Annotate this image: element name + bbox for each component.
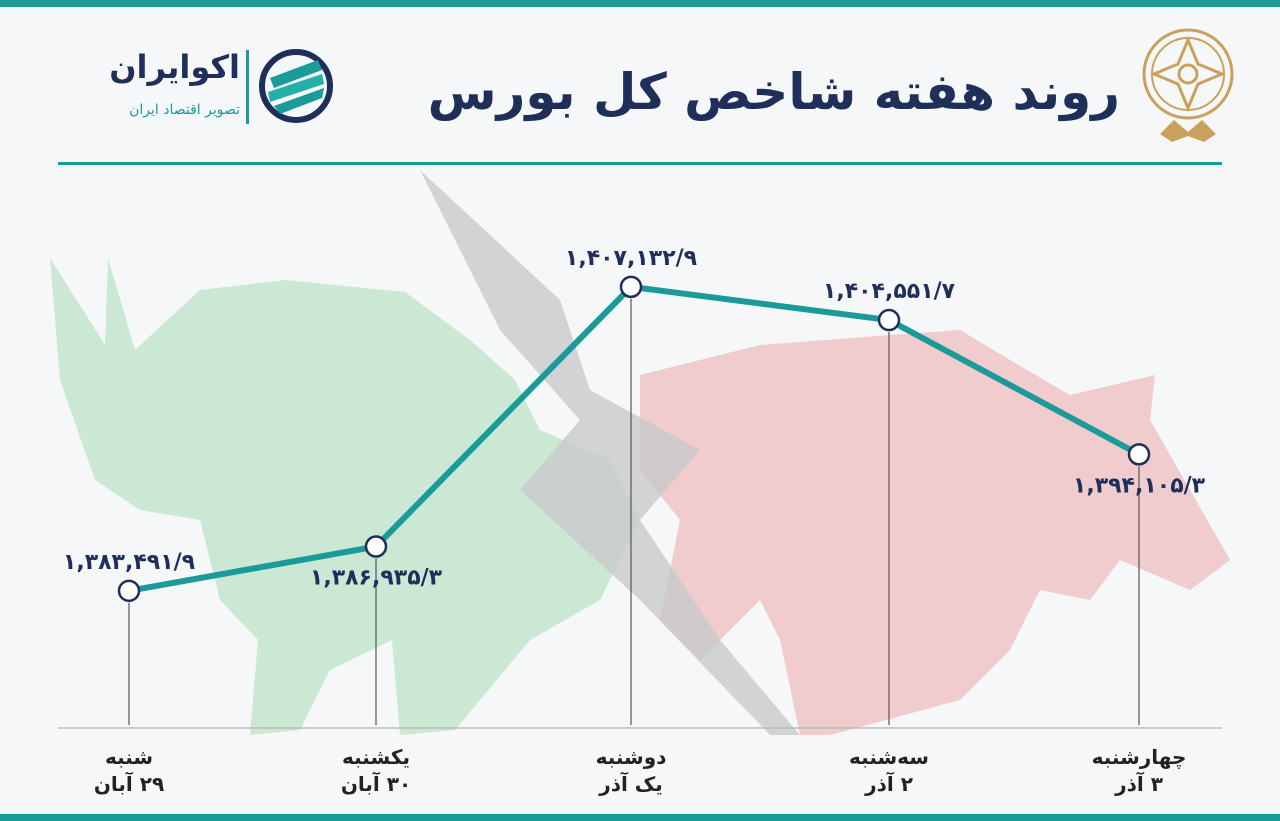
x-tick-date-label: ۲۹ آبان	[93, 772, 165, 796]
brand-name: اکوایران	[109, 48, 240, 86]
bottom-accent-bar	[0, 814, 1280, 821]
index-line-chart: ۱,۳۸۳,۴۹۱/۹ ۱,۳۸۶,۹۳۵/۳ ۱,۴۰۷,۱۳۲/۹ ۱,۴۰۴,۵…	[50, 170, 1230, 735]
bull-silhouette-icon	[50, 258, 640, 735]
brand-block: اکوایران تصویر اقتصاد ایران	[70, 40, 340, 140]
ecoiran-logo-icon	[259, 49, 333, 123]
x-tick-day-label: چهارشنبه	[1091, 745, 1187, 769]
background-illustration	[50, 170, 1230, 735]
value-label: ۱,۳۸۳,۴۹۱/۹	[63, 550, 195, 575]
data-point	[1127, 443, 1151, 466]
x-tick-day-label: سه‌شنبه	[849, 745, 929, 769]
top-accent-bar	[0, 0, 1280, 7]
drop-lines	[128, 298, 1140, 725]
header-divider	[58, 162, 1222, 165]
data-point	[877, 308, 901, 332]
page-title: روند هفته شاخص کل بورس	[427, 63, 1120, 121]
data-point	[117, 579, 141, 603]
data-point	[619, 275, 643, 299]
value-labels: ۱,۳۸۳,۴۹۱/۹ ۱,۳۸۶,۹۳۵/۳ ۱,۴۰۷,۱۳۲/۹ ۱,۴۰۴,۵…	[63, 246, 1206, 591]
value-label: ۱,۴۰۷,۱۳۲/۹	[565, 246, 697, 271]
x-tick-day-label: دوشنبه	[595, 745, 667, 769]
bear-silhouette-icon	[640, 330, 1230, 735]
data-points	[117, 275, 1151, 603]
x-tick-day-label: یکشنبه	[342, 745, 410, 769]
tehran-stock-exchange-emblem-icon	[1142, 28, 1234, 142]
value-label: ۱,۳۹۴,۱۰۵/۳	[1073, 473, 1206, 498]
x-tick-date-label: ۳۰ آبان	[340, 772, 412, 796]
brand-divider	[246, 50, 249, 124]
x-tick-date-label: ۳ آذر	[1115, 772, 1163, 796]
brand-tagline: تصویر اقتصاد ایران	[129, 102, 240, 118]
x-tick-day-label: شنبه	[104, 745, 154, 769]
data-point	[364, 535, 388, 558]
x-tick-date-label: ۲ آذر	[865, 772, 913, 796]
arrow-silhouette-icon	[420, 170, 800, 735]
value-label: ۱,۴۰۴,۵۵۱/۷	[823, 279, 956, 304]
x-tick-date-label: یک آذر	[599, 772, 663, 796]
value-label: ۱,۳۸۶,۹۳۵/۳	[310, 566, 443, 591]
